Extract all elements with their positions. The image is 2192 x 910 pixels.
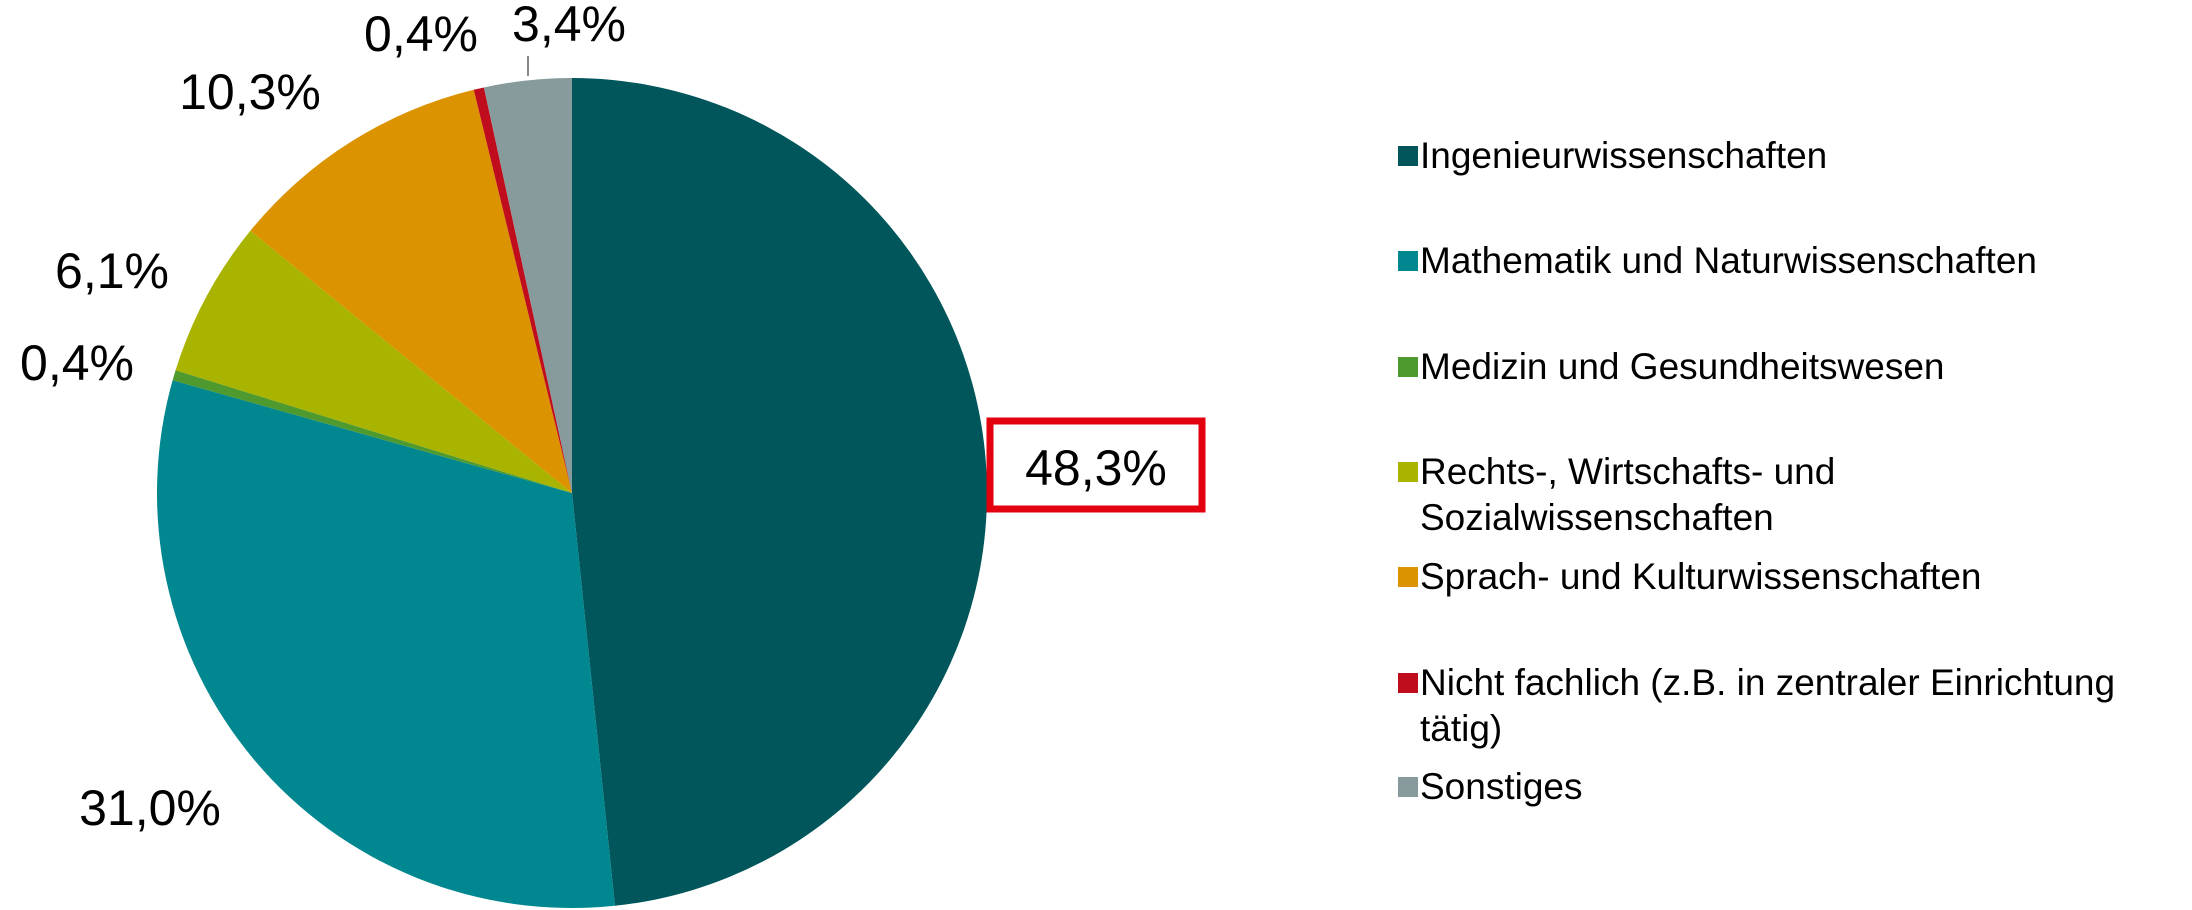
data-label: 0,4% (20, 335, 134, 391)
pie-slice (572, 78, 987, 906)
highlight-box (986, 417, 1206, 513)
legend-swatch (1398, 146, 1418, 166)
legend-swatch (1398, 777, 1418, 797)
data-label: 6,1% (55, 243, 169, 299)
legend-swatch (1398, 673, 1418, 693)
pie-slice (172, 370, 572, 493)
legend-item: Medizin und Gesundheitswesen (1398, 344, 2138, 390)
legend-swatch (1398, 567, 1418, 587)
pie-slice (250, 89, 572, 494)
legend-item: Mathematik und Naturwissenschaften (1398, 238, 2138, 284)
legend-swatch (1398, 251, 1418, 271)
legend-item: Sonstiges (1398, 764, 2138, 810)
legend-item: Sprach- und Kulturwissenschaften (1398, 554, 2138, 600)
legend-swatch (1398, 357, 1418, 377)
legend-label: Rechts-, Wirtschafts- und Sozialwissensc… (1420, 451, 1836, 538)
legend-label: Ingenieurwissenschaften (1420, 135, 1828, 176)
data-label: 3,4% (512, 0, 626, 52)
legend-label: Medizin und Gesundheitswesen (1420, 346, 1945, 387)
legend-item: Nicht fachlich (z.B. in zentraler Einric… (1398, 660, 2178, 752)
legend-label: Sprach- und Kulturwissenschaften (1420, 556, 1982, 597)
pie-slice (483, 78, 572, 493)
legend-label: Nicht fachlich (z.B. in zentraler Einric… (1420, 662, 2116, 749)
pie-slice (157, 380, 615, 909)
legend-item: Ingenieurwissenschaften (1398, 133, 2138, 179)
pie-slice (175, 230, 572, 493)
legend-label: Sonstiges (1420, 766, 1583, 807)
legend-swatch (1398, 462, 1418, 482)
data-label: 0,4% (364, 6, 478, 62)
data-label: 48,3% (1025, 440, 1167, 496)
legend-label: Mathematik und Naturwissenschaften (1420, 240, 2037, 281)
legend-item: Rechts-, Wirtschafts- und Sozialwissensc… (1398, 449, 1898, 541)
pie-slice (473, 87, 572, 494)
data-label: 10,3% (179, 64, 321, 120)
data-label: 31,0% (79, 780, 221, 836)
